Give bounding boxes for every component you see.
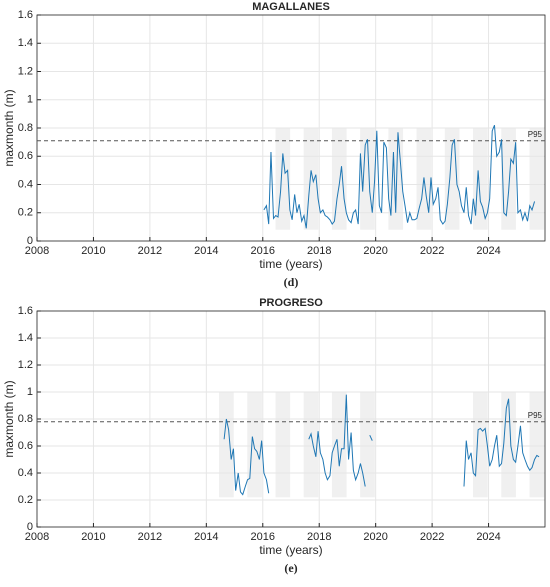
- x-tick-label: 2010: [81, 531, 105, 543]
- axes-box: [36, 310, 546, 528]
- y-tick-label: 1.4: [18, 37, 33, 49]
- y-tick-label: 0.2: [18, 494, 33, 506]
- shaded-band: [529, 392, 545, 498]
- y-tick-label: 0.6: [18, 440, 33, 452]
- x-axis-label: time (years): [259, 543, 322, 557]
- x-tick-label: 2016: [251, 245, 275, 257]
- x-tick-label: 2022: [420, 245, 444, 257]
- x-tick-label: 2010: [81, 245, 105, 257]
- shaded-band: [529, 128, 545, 230]
- chart-title: PROGRESO: [259, 297, 323, 309]
- x-tick-label: 2008: [25, 531, 49, 543]
- x-tick-label: 2024: [476, 531, 500, 543]
- x-tick-label: 2014: [194, 245, 218, 257]
- shaded-band: [303, 128, 319, 230]
- shaded-band: [219, 392, 234, 498]
- y-tick-label: 1: [27, 94, 33, 106]
- x-tick-label: 2024: [476, 245, 500, 257]
- y-tick-label: 1: [27, 386, 33, 398]
- shaded-band: [501, 128, 516, 230]
- y-tick-label: 0.2: [18, 207, 33, 219]
- x-tick-label: 2014: [194, 531, 218, 543]
- y-tick-label: 0: [27, 235, 33, 247]
- data-line: [263, 124, 536, 229]
- x-axis-label: time (years): [259, 257, 322, 271]
- reference-label: P95: [528, 411, 543, 420]
- caption: (e): [284, 561, 297, 575]
- x-tick-label: 2022: [420, 531, 444, 543]
- shaded-band: [247, 392, 262, 498]
- y-axis-label: maxmonth (m): [2, 89, 16, 166]
- shaded-band: [331, 128, 347, 230]
- x-tick-label: 2016: [251, 531, 275, 543]
- y-tick-label: 1.4: [18, 332, 33, 344]
- shaded-band: [303, 392, 319, 498]
- x-tick-label: 2008: [25, 245, 49, 257]
- shaded-band: [360, 392, 375, 498]
- y-tick-label: 0.4: [18, 178, 33, 190]
- shaded-band: [473, 392, 488, 498]
- x-tick-label: 2012: [138, 245, 162, 257]
- y-tick-label: 0.8: [18, 413, 33, 425]
- y-tick-label: 1.2: [18, 65, 33, 77]
- shaded-band: [331, 392, 347, 498]
- shaded-band: [501, 392, 516, 498]
- x-tick-label: 2020: [363, 531, 387, 543]
- y-tick-label: 1.2: [18, 359, 33, 371]
- caption: (d): [284, 275, 299, 289]
- y-tick-label: 1.6: [18, 305, 33, 317]
- y-tick-label: 0.4: [18, 467, 33, 479]
- shaded-band: [275, 392, 291, 498]
- shaded-band: [444, 128, 460, 230]
- x-tick-label: 2018: [307, 245, 331, 257]
- reference-label: P95: [528, 130, 543, 139]
- y-tick-label: 0: [27, 521, 33, 533]
- y-tick-label: 1.6: [18, 9, 33, 21]
- y-tick-label: 0.8: [18, 122, 33, 134]
- chart-title: MAGALLANES: [252, 1, 330, 13]
- x-tick-label: 2012: [138, 531, 162, 543]
- x-tick-label: 2020: [363, 245, 387, 257]
- x-tick-label: 2018: [307, 531, 331, 543]
- axes-box: [36, 14, 546, 242]
- y-tick-label: 0.6: [18, 150, 33, 162]
- data-line: [223, 394, 540, 496]
- y-axis-label: maxmonth (m): [2, 380, 16, 457]
